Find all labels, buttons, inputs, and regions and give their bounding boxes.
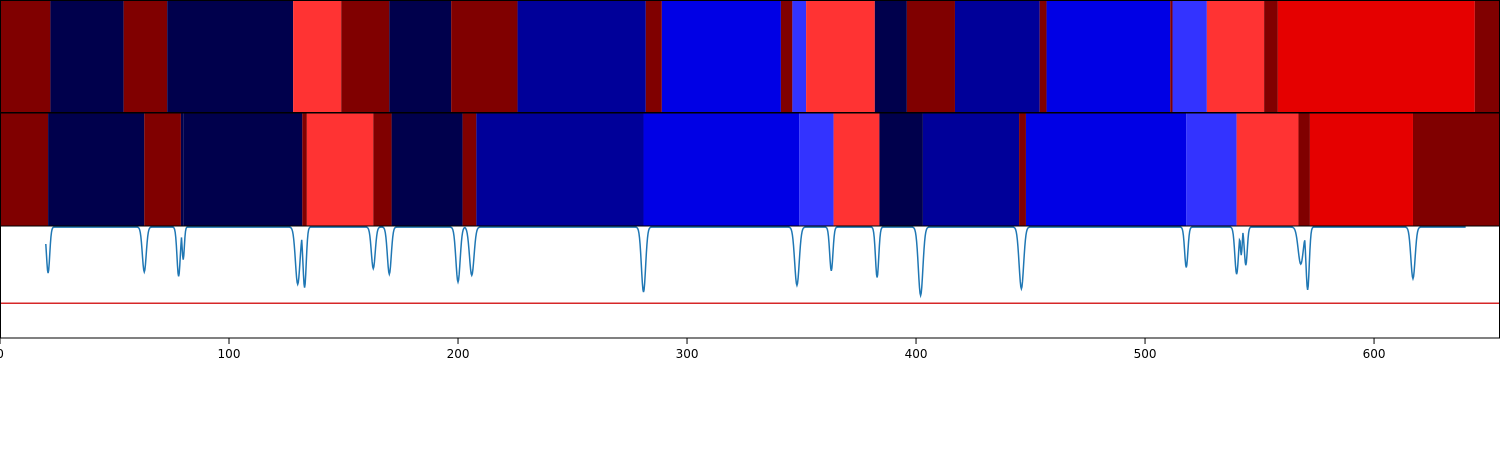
segment-18 [1186,113,1237,226]
segment-0 [0,113,49,226]
x-tick-label-0: 0 [0,347,4,361]
segment-16 [1019,113,1026,226]
segment-7 [373,113,392,226]
segment-22 [1412,113,1500,226]
segment-6 [389,0,452,113]
segment-11 [643,113,800,226]
segment-15 [906,0,955,113]
segment-17 [1025,113,1187,226]
x-axis: 0 100 200 300 400 500 600 [0,338,1386,361]
segment-23 [1277,0,1475,113]
segment-9 [645,0,662,113]
segment-15 [922,113,1020,226]
segment-7 [451,0,518,113]
segment-3 [180,113,184,226]
segment-9 [462,113,477,226]
segment-22 [1264,0,1278,113]
segment-12 [799,113,834,226]
segment-13 [806,0,875,113]
probability-series-line [45,226,1466,299]
probability-track [0,225,1500,339]
segment-20 [1172,0,1207,113]
segment-18 [1046,0,1171,113]
segment-10 [476,113,644,226]
segment-0 [0,0,51,113]
x-tick-label-4: 400 [905,347,928,361]
segment-21 [1206,0,1265,113]
segment-17 [1039,0,1047,113]
x-tick-label-2: 200 [447,347,470,361]
segmentation-track-2 [0,113,1500,226]
segment-11 [780,0,793,113]
segment-10 [661,0,781,113]
segment-5 [341,0,390,113]
probability-axes-background [0,226,1500,338]
segment-19 [1236,113,1299,226]
segment-1 [48,113,145,226]
segment-8 [517,0,646,113]
segment-24 [1474,0,1500,113]
segment-6 [306,113,374,226]
segment-16 [954,0,1040,113]
x-tick-label-1: 100 [218,347,241,361]
x-tick-label-5: 500 [1134,347,1157,361]
segment-4 [293,0,342,113]
segment-13 [833,113,880,226]
segment-1 [50,0,124,113]
segmentation-track-1 [0,0,1500,113]
segment-12 [792,0,807,113]
segment-5 [302,113,307,226]
x-tick-label-3: 300 [676,347,699,361]
segment-21 [1309,113,1413,226]
x-tick-label-6: 600 [1363,347,1386,361]
segment-20 [1298,113,1310,226]
segment-14 [879,113,923,226]
segment-14 [874,0,907,113]
segment-4 [183,113,303,226]
segment-19 [1170,0,1173,113]
segment-2 [144,113,181,226]
segment-8 [391,113,463,226]
segment-3 [167,0,294,113]
segment-2 [123,0,168,113]
